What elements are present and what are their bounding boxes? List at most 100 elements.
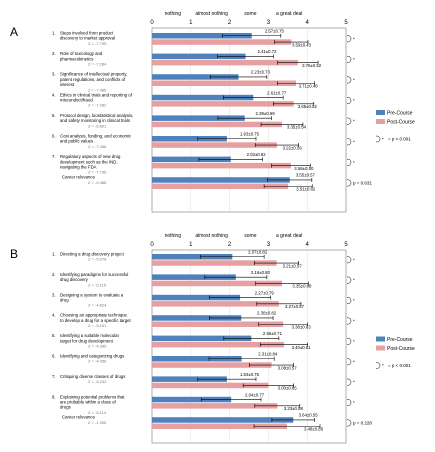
- category-number: 4.: [52, 313, 56, 318]
- x-tick-label: 1: [189, 20, 193, 26]
- category-label: target for drug development: [60, 338, 114, 343]
- z-score: Z = -7.486: [88, 87, 107, 92]
- data-label: 2.56±0.71: [263, 331, 283, 336]
- data-label: 3.40±0.61: [292, 345, 312, 350]
- z-score: Z = -7.284: [88, 62, 107, 67]
- bar-post: [152, 280, 282, 287]
- category-label: Critiquing diverse classes of drugs: [60, 374, 125, 379]
- p-value: p = 0.228: [353, 420, 372, 425]
- category-label: development such as the IND,: [60, 159, 118, 164]
- data-label: 2.30±0.82: [257, 311, 277, 316]
- sig-bracket: [346, 35, 352, 43]
- sig-bracket: [346, 358, 352, 366]
- sig-bracket: [346, 117, 352, 125]
- bar-pre: [152, 254, 233, 260]
- legend-swatch-pre: [376, 110, 385, 115]
- data-label: 2.23±0.73: [251, 70, 271, 75]
- category-number: 3.: [52, 292, 56, 297]
- sig-marker: *: [353, 98, 355, 103]
- bar-post: [152, 183, 289, 189]
- category-label: navigating the FDA: [60, 165, 97, 170]
- data-label: 3.65±0.52: [298, 104, 318, 109]
- scale-label: almost nothing: [195, 233, 228, 239]
- z-score: Z = -7.796: [88, 170, 107, 175]
- z-score: Z = -4.624: [88, 303, 107, 308]
- scale-label: some: [244, 233, 256, 239]
- data-label: 3.59±0.43: [292, 42, 312, 47]
- legend: Pre-Course Post-Course * = p < 0.001: [375, 336, 415, 369]
- category-number: 5.: [52, 113, 56, 118]
- bar-pre: [152, 33, 252, 39]
- sig-bracket: [346, 399, 352, 407]
- data-label: 2.03±0.82: [247, 152, 267, 157]
- data-label: 1.93±0.75: [240, 372, 260, 377]
- category-number: 3.: [52, 72, 56, 77]
- data-label: 3.38±0.63: [292, 325, 312, 330]
- category-label: Explaining potential problems that: [60, 394, 125, 399]
- sig-bracket: [346, 97, 352, 105]
- data-label: 2.31±0.84: [258, 352, 278, 357]
- sig-bracket: [346, 378, 352, 386]
- z-score: Z = -4.385: [88, 344, 107, 349]
- scale-label: some: [244, 11, 256, 17]
- panel-letter: A: [10, 25, 18, 39]
- sig-marker: *: [353, 139, 355, 144]
- sig-marker: *: [353, 160, 355, 165]
- legend-swatch-post: [376, 345, 385, 351]
- sig-marker: *: [353, 298, 355, 303]
- category-label: patent regulations, and conflicts of: [60, 77, 126, 82]
- category-number: 8.: [52, 394, 56, 399]
- category-number: 1.: [52, 252, 56, 257]
- sig-marker: *: [353, 400, 355, 405]
- z-score: Z = -5.161: [88, 323, 107, 328]
- z-score: Z = -6.801: [88, 123, 107, 128]
- category-label: and public values: [60, 139, 93, 144]
- sig-marker: *: [353, 318, 355, 323]
- bar-post: [152, 403, 278, 409]
- z-score: Z = -0.488: [88, 180, 107, 185]
- sig-marker: *: [353, 257, 355, 262]
- bar-pre: [152, 274, 236, 280]
- data-label: 2.61±0.77: [267, 90, 287, 95]
- sig-legend-marker: *: [382, 137, 384, 142]
- legend: Pre-Course Post-Course * = p < 0.001: [375, 110, 415, 143]
- category-label: pharmacokinetics: [60, 56, 93, 61]
- scale-label: a great deal: [276, 11, 302, 17]
- bar-post: [152, 101, 294, 107]
- z-score: Z = -7.795: [88, 41, 107, 46]
- panel-letter: B: [10, 247, 18, 261]
- data-label: 2.27±0.79: [255, 290, 275, 295]
- category-number: 1.: [52, 31, 56, 36]
- bar-post: [152, 80, 296, 86]
- p-bracket: [346, 419, 352, 427]
- x-tick-label: 5: [344, 242, 348, 248]
- sig-marker: *: [353, 380, 355, 385]
- legend-label: Post-Course: [387, 120, 415, 126]
- bar-pre: [152, 396, 232, 403]
- category-number: 6.: [52, 354, 56, 359]
- data-label: 3.76±0.52: [302, 63, 322, 68]
- data-label: 3.58±0.50: [294, 166, 314, 171]
- category-label: Significance of intellectual property,: [60, 72, 127, 77]
- x-tick-label: 5: [344, 20, 348, 26]
- data-label: 3.23±0.58: [284, 406, 304, 411]
- data-label: 2.39±0.69: [256, 111, 276, 116]
- x-tick-label: 0: [150, 242, 154, 248]
- sig-legend-label: = p < 0.001: [388, 363, 411, 368]
- data-label: 3.22±0.56: [283, 145, 303, 150]
- bar-post: [152, 162, 291, 169]
- bar-post: [152, 59, 298, 66]
- category-number: 7.: [52, 374, 56, 379]
- sig-marker: *: [353, 278, 355, 283]
- legend-label: Pre-Course: [387, 111, 413, 117]
- category-label: drug: [60, 298, 69, 303]
- p-value: p = 0.631: [353, 180, 372, 185]
- category-number: 5.: [52, 333, 56, 338]
- bar-pre: [152, 53, 246, 60]
- category-label: drugs: [60, 405, 71, 410]
- scale-label: nothing: [165, 11, 182, 17]
- bar-pre: [152, 356, 242, 362]
- sig-bracket: [346, 297, 352, 305]
- category-label: misconduct/fraud: [60, 98, 93, 103]
- sig-bracket: [346, 317, 352, 325]
